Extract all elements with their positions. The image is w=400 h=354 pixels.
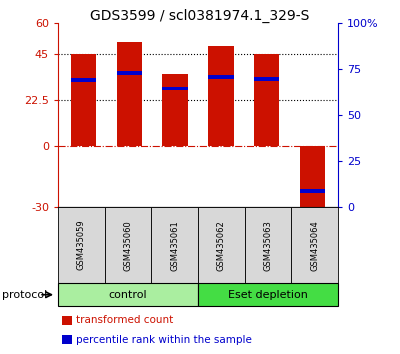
Bar — [208, 75, 234, 79]
Text: percentile rank within the sample: percentile rank within the sample — [76, 335, 252, 345]
Text: GSM435062: GSM435062 — [217, 220, 226, 270]
Bar — [162, 87, 188, 90]
Text: GSM435060: GSM435060 — [124, 220, 132, 270]
Text: GSM435063: GSM435063 — [264, 220, 272, 270]
Bar — [254, 54, 280, 146]
Text: Eset depletion: Eset depletion — [228, 290, 308, 300]
Bar — [208, 46, 234, 146]
Text: protocol: protocol — [2, 290, 47, 300]
Bar — [71, 79, 96, 82]
Text: control: control — [109, 290, 147, 300]
Bar — [300, 146, 325, 211]
Bar — [254, 78, 280, 81]
Bar — [116, 42, 142, 146]
Text: GSM435059: GSM435059 — [77, 220, 86, 270]
Text: GSM435064: GSM435064 — [310, 220, 319, 270]
Bar — [300, 189, 325, 193]
Bar — [71, 54, 96, 146]
Bar — [162, 74, 188, 146]
Bar — [116, 71, 142, 75]
Text: GSM435061: GSM435061 — [170, 220, 179, 270]
Text: GDS3599 / scl0381974.1_329-S: GDS3599 / scl0381974.1_329-S — [90, 9, 310, 23]
Text: transformed count: transformed count — [76, 315, 173, 325]
